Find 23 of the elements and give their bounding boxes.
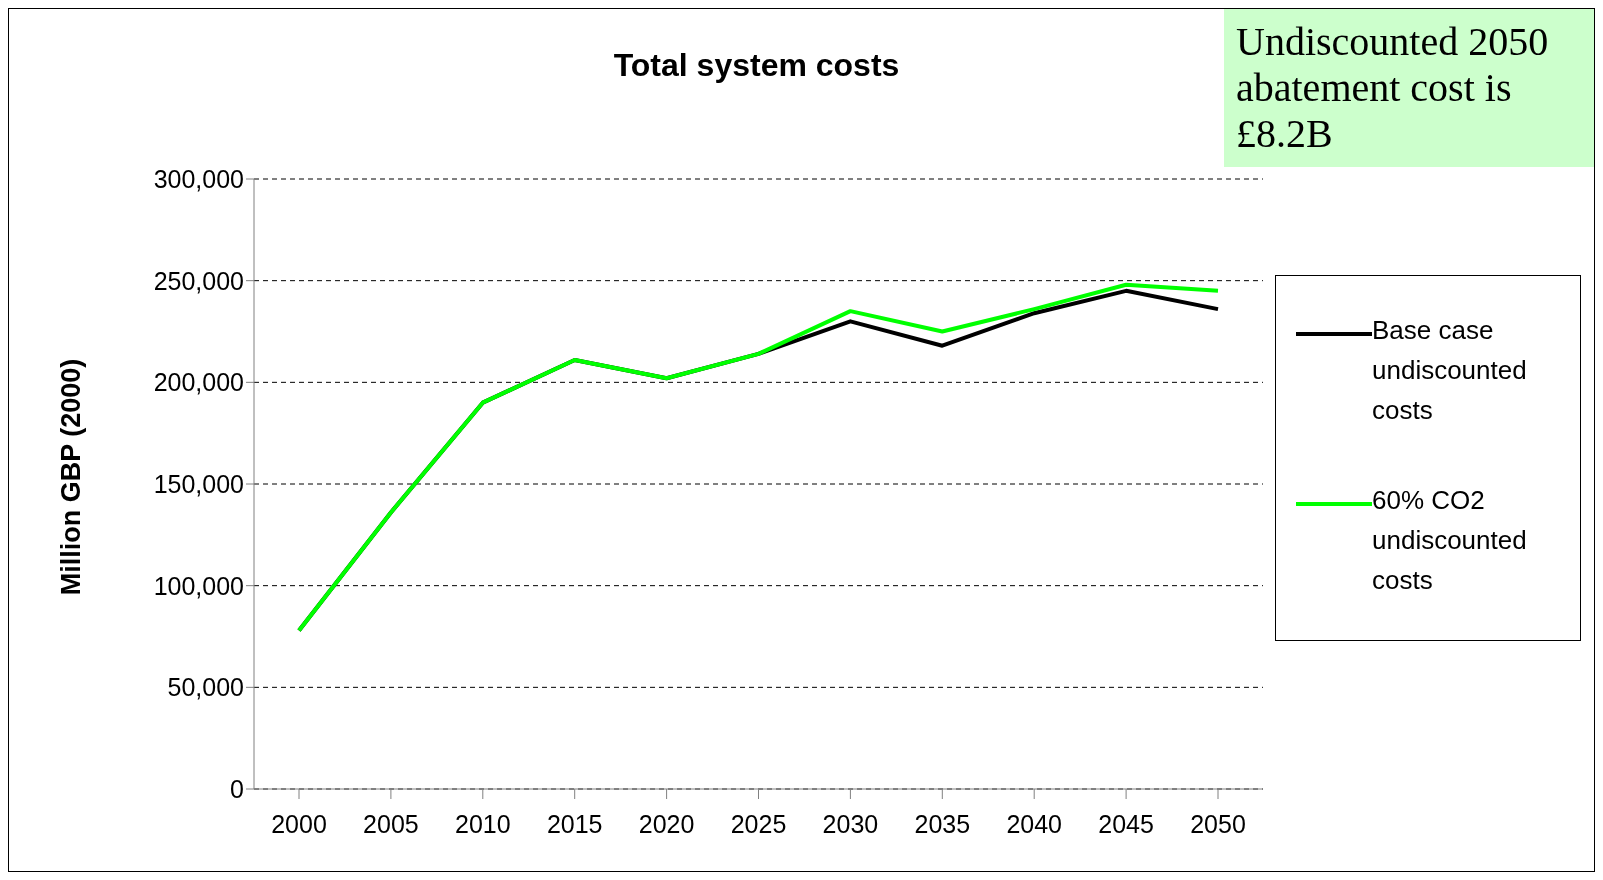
y-tick-label: 100,000 [153, 571, 244, 600]
y-axis-title: Million GBP (2000) [55, 358, 87, 596]
y-tick-label: 50,000 [167, 673, 244, 702]
text: Undiscounted 2050 abatement cost is £8.2B [1224, 9, 1594, 167]
x-tick-label: 2030 [822, 809, 879, 838]
legend-label: Base case undiscounted costs [1372, 314, 1528, 427]
y-tick-label: 200,000 [153, 368, 244, 397]
x-tick-label: 2045 [1098, 809, 1154, 838]
x-tick-label: 2050 [1190, 809, 1246, 838]
y-tick-label: 150,000 [153, 469, 244, 498]
legend-label: 60% CO2 undiscounted costs [1372, 484, 1528, 597]
x-tick-label: 2005 [363, 809, 419, 838]
x-tick-label: 2015 [546, 809, 603, 838]
x-tick-label: 2020 [638, 809, 695, 838]
y-tick-label: 250,000 [153, 266, 244, 295]
x-tick-label: 2035 [914, 809, 971, 838]
x-tick-label: 2025 [730, 809, 787, 838]
x-tick-label: 2000 [271, 809, 327, 838]
chart-title: Total system costs [613, 47, 900, 83]
x-tick-label: 2010 [454, 809, 511, 838]
x-tick-label: 2040 [1006, 809, 1063, 838]
y-tick-label: 0 [230, 774, 244, 803]
y-tick-label: 300,000 [153, 164, 244, 193]
